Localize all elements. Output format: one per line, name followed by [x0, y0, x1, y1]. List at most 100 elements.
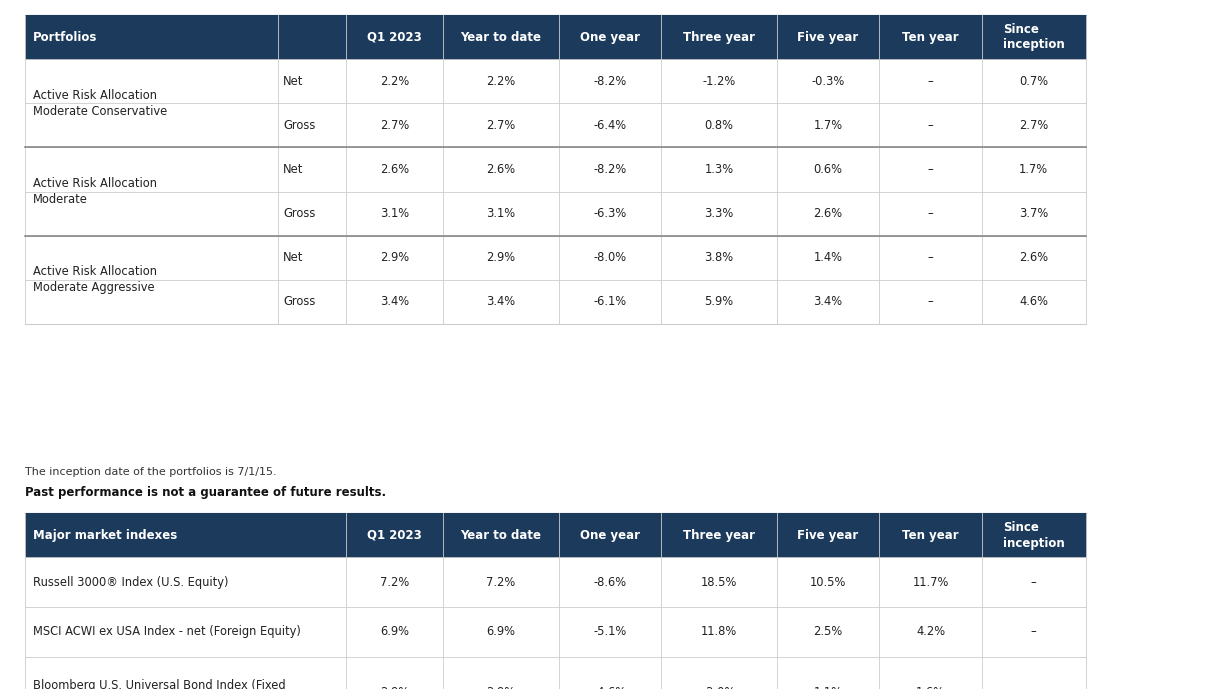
Text: Portfolios: Portfolios [33, 31, 97, 43]
Text: 2.9%: 2.9% [381, 251, 409, 264]
Text: 0.6%: 0.6% [813, 163, 842, 176]
Text: 2.6%: 2.6% [1019, 251, 1049, 264]
Bar [25, 147, 1086, 192]
Text: 2.7%: 2.7% [1019, 119, 1049, 132]
Text: One year: One year [580, 31, 640, 43]
Text: 1.1%: 1.1% [813, 686, 842, 689]
Text: MSCI ACWI ex USA Index - net (Foreign Equity): MSCI ACWI ex USA Index - net (Foreign Eq… [33, 626, 301, 638]
Text: 1.7%: 1.7% [813, 119, 842, 132]
Text: Since
inception: Since inception [1003, 23, 1065, 52]
Text: 5.9%: 5.9% [705, 296, 733, 308]
Text: –: – [927, 119, 933, 132]
Text: 3.3%: 3.3% [705, 207, 733, 220]
Text: Net: Net [282, 75, 303, 88]
Text: -1.2%: -1.2% [702, 75, 736, 88]
Text: 0.8%: 0.8% [705, 119, 733, 132]
Text: Year to date: Year to date [460, 529, 542, 542]
Text: Gross: Gross [282, 207, 316, 220]
Text: 2.2%: 2.2% [486, 75, 516, 88]
Text: 3.8%: 3.8% [705, 251, 733, 264]
Text: 2.2%: 2.2% [381, 75, 409, 88]
Bar [25, 103, 1086, 147]
Text: 1.7%: 1.7% [1019, 163, 1049, 176]
Text: 10.5%: 10.5% [809, 576, 846, 588]
Text: Q1 2023: Q1 2023 [367, 31, 422, 43]
Text: –: – [1030, 626, 1036, 638]
Text: Ten year: Ten year [903, 31, 959, 43]
Text: 2.6%: 2.6% [486, 163, 516, 176]
Bar [25, 657, 1086, 689]
Text: 2.9%: 2.9% [486, 251, 516, 264]
Text: –: – [1030, 576, 1036, 588]
Text: 11.8%: 11.8% [701, 626, 737, 638]
Text: Five year: Five year [797, 529, 858, 542]
Text: -6.4%: -6.4% [593, 119, 626, 132]
Text: -6.1%: -6.1% [593, 296, 626, 308]
Text: -2.0%: -2.0% [702, 686, 736, 689]
Text: 0.7%: 0.7% [1019, 75, 1049, 88]
Text: 2.7%: 2.7% [381, 119, 409, 132]
Text: 11.7%: 11.7% [912, 576, 949, 588]
Text: Bloomberg U.S. Universal Bond Index (Fixed
Income): Bloomberg U.S. Universal Bond Index (Fix… [33, 679, 286, 689]
Text: –: – [927, 207, 933, 220]
Text: –: – [927, 75, 933, 88]
Text: Past performance is not a guarantee of future results.: Past performance is not a guarantee of f… [25, 486, 386, 499]
Text: Ten year: Ten year [903, 529, 959, 542]
Text: 2.5%: 2.5% [813, 626, 842, 638]
Bar [25, 192, 1086, 236]
Bar [25, 59, 1086, 103]
Text: 2.7%: 2.7% [486, 119, 516, 132]
Text: –: – [1030, 686, 1036, 689]
Text: 1.6%: 1.6% [916, 686, 946, 689]
Text: The inception date of the portfolios is 7/1/15.: The inception date of the portfolios is … [25, 467, 276, 477]
Text: Active Risk Allocation
Moderate Conservative: Active Risk Allocation Moderate Conserva… [33, 89, 167, 118]
Text: 6.9%: 6.9% [381, 626, 409, 638]
Text: 3.4%: 3.4% [486, 296, 516, 308]
Bar [25, 557, 1086, 607]
Bar [25, 15, 1086, 59]
Text: 3.4%: 3.4% [381, 296, 409, 308]
Text: 2.6%: 2.6% [813, 207, 842, 220]
Text: 6.9%: 6.9% [486, 626, 516, 638]
Text: –: – [927, 163, 933, 176]
Text: 4.6%: 4.6% [1019, 296, 1049, 308]
Text: Major market indexes: Major market indexes [33, 529, 177, 542]
Text: –: – [927, 251, 933, 264]
Text: -8.0%: -8.0% [593, 251, 626, 264]
Text: 3.1%: 3.1% [381, 207, 409, 220]
Text: -8.2%: -8.2% [593, 75, 626, 88]
Text: Gross: Gross [282, 296, 316, 308]
Text: 2.9%: 2.9% [381, 686, 409, 689]
Text: 2.9%: 2.9% [486, 686, 516, 689]
Text: -4.6%: -4.6% [593, 686, 626, 689]
Bar [25, 607, 1086, 657]
Text: –: – [927, 296, 933, 308]
Text: -5.1%: -5.1% [593, 626, 626, 638]
Text: Gross: Gross [282, 119, 316, 132]
Text: Three year: Three year [683, 31, 755, 43]
Text: -0.3%: -0.3% [812, 75, 845, 88]
Text: 3.4%: 3.4% [813, 296, 842, 308]
Text: One year: One year [580, 529, 640, 542]
Text: 3.7%: 3.7% [1019, 207, 1049, 220]
Text: 4.2%: 4.2% [916, 626, 946, 638]
Text: Year to date: Year to date [460, 31, 542, 43]
Text: 7.2%: 7.2% [381, 576, 409, 588]
Text: Three year: Three year [683, 529, 755, 542]
Text: 18.5%: 18.5% [701, 576, 737, 588]
Text: Active Risk Allocation
Moderate Aggressive: Active Risk Allocation Moderate Aggressi… [33, 265, 157, 294]
Text: -6.3%: -6.3% [593, 207, 626, 220]
Text: Russell 3000® Index (U.S. Equity): Russell 3000® Index (U.S. Equity) [33, 576, 228, 588]
Text: 7.2%: 7.2% [486, 576, 516, 588]
Bar [25, 236, 1086, 280]
Text: -8.6%: -8.6% [593, 576, 626, 588]
Text: Since
inception: Since inception [1003, 521, 1065, 550]
Text: -8.2%: -8.2% [593, 163, 626, 176]
Text: Five year: Five year [797, 31, 858, 43]
Text: Net: Net [282, 163, 303, 176]
Text: 3.1%: 3.1% [486, 207, 516, 220]
Text: Q1 2023: Q1 2023 [367, 529, 422, 542]
Text: 1.3%: 1.3% [705, 163, 733, 176]
Text: Net: Net [282, 251, 303, 264]
Bar [25, 513, 1086, 557]
